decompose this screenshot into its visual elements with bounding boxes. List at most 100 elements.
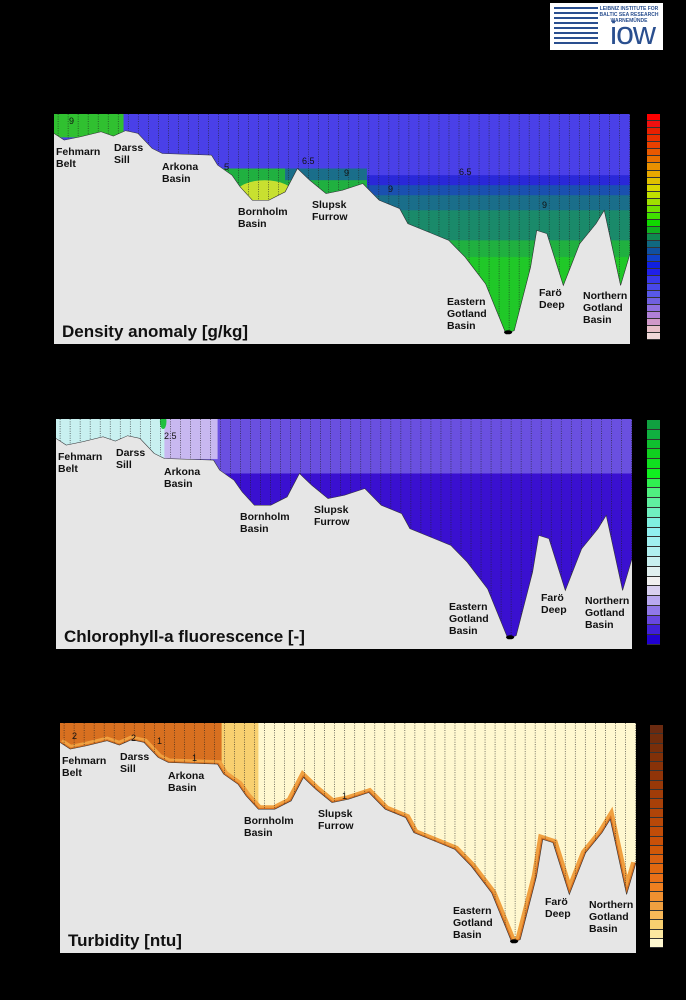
colorbar-swatch [650, 808, 663, 818]
colorbar-swatch [647, 488, 660, 499]
chlorophyll-section-plot: Fehmarn Belt Darss Sill Arkona Basin Bornho… [56, 419, 632, 649]
colorbar-swatch [650, 836, 663, 846]
colorbar-swatch [647, 556, 660, 567]
colorbar-swatch [647, 478, 660, 489]
colorbar-swatch [647, 547, 660, 557]
contour-label: 1 [192, 753, 198, 763]
colorbar-swatch [647, 420, 660, 430]
location-label: Bornholm Basin [240, 511, 290, 535]
colorbar-swatch [647, 332, 660, 340]
turbidity-colorbar [650, 725, 663, 949]
colorbar-swatch [647, 517, 660, 528]
deepest-point-marker [504, 330, 513, 335]
colorbar-swatch [647, 318, 660, 326]
deepest-point-marker [510, 939, 519, 944]
colorbar-swatch [647, 429, 660, 440]
density-colorbar [647, 114, 660, 340]
logo-mark: iow [610, 15, 656, 50]
colorbar-swatch [647, 114, 660, 122]
colorbar-swatch [647, 586, 660, 597]
seafloor-profile [56, 435, 632, 640]
colorbar-swatch [647, 269, 660, 277]
location-label: Bornholm Basin [244, 815, 294, 839]
location-label: Arkona Basin [164, 466, 201, 490]
colorbar-swatch [647, 149, 660, 157]
contour-label: 9 [388, 184, 394, 194]
colorbar-swatch [650, 929, 663, 939]
colorbar-swatch [650, 938, 663, 949]
colorbar-swatch [647, 212, 660, 220]
logo-institute-text: LEIBNIZ INSTITUTE FOR BALTIC SEA RESEARC… [599, 6, 659, 24]
contour-label: 6.5 [459, 167, 472, 177]
location-label: Eastern Gotland Basin [449, 601, 489, 637]
baltic-map-logo-graphic [554, 7, 598, 47]
colorbar-swatch [647, 625, 660, 636]
colorbar-swatch [647, 121, 660, 129]
location-label: Eastern Gotland Basin [447, 296, 487, 332]
colorbar-swatch [647, 262, 660, 270]
colorbar-swatch [650, 780, 663, 791]
colorbar-swatch [647, 508, 660, 518]
panel-title: Turbidity [ntu] [68, 931, 182, 950]
colorbar-swatch [650, 873, 663, 884]
location-label: Slupsk Furrow [312, 199, 348, 223]
colorbar-swatch [647, 205, 660, 213]
location-label: Fehmarn Belt [62, 755, 107, 779]
location-label: Darss Sill [116, 447, 146, 471]
location-label: Darss Sill [114, 142, 144, 166]
colorbar-swatch [650, 910, 663, 921]
colorbar-swatch [650, 752, 663, 763]
contour-label: 9 [69, 116, 75, 126]
colorbar-swatch [647, 576, 660, 587]
location-label: Arkona Basin [162, 161, 199, 185]
colorbar-swatch [650, 771, 663, 781]
location-label: Eastern Gotland Basin [453, 905, 493, 941]
turbidity-section-plot: Fehmarn Belt Darss Sill Arkona Basin Bornho… [60, 723, 636, 953]
colorbar-swatch [650, 743, 663, 753]
colorbar-swatch [650, 864, 663, 874]
iow-logo: LEIBNIZ INSTITUTE FOR BALTIC SEA RESEARC… [550, 3, 663, 50]
colorbar-swatch [647, 468, 660, 479]
colorbar-swatch [650, 799, 663, 809]
colorbar-swatch [647, 596, 660, 606]
colorbar-swatch [647, 605, 660, 616]
colorbar-swatch [647, 449, 660, 460]
colorbar-swatch [647, 191, 660, 199]
location-label: Farö Deep [539, 287, 565, 311]
location-label: Slupsk Furrow [314, 504, 350, 528]
colorbar-swatch [647, 635, 660, 645]
colorbar-swatch [650, 734, 663, 744]
colorbar-swatch [647, 459, 660, 469]
location-label: Bornholm Basin [238, 206, 288, 230]
colorbar-swatch [647, 170, 660, 178]
colorbar-swatch [650, 920, 663, 930]
colorbar-swatch [647, 311, 660, 319]
colorbar-swatch [650, 845, 663, 856]
density-section-plot: Fehmarn Belt Darss Sill Arkona Basin Bornho… [54, 114, 630, 344]
colorbar-swatch [650, 892, 663, 902]
colorbar-swatch [647, 498, 660, 509]
location-label: Farö Deep [545, 896, 571, 920]
seafloor-profile [54, 130, 630, 335]
location-label: Slupsk Furrow [318, 808, 354, 832]
location-label: Darss Sill [120, 751, 150, 775]
location-label: Northern Gotland Basin [585, 595, 630, 631]
contour-label: 1 [157, 736, 163, 746]
colorbar-swatch [647, 163, 660, 171]
colorbar-swatch [647, 297, 660, 305]
colorbar-swatch [647, 142, 660, 150]
colorbar-swatch [647, 184, 660, 192]
colorbar-swatch [647, 135, 660, 143]
colorbar-swatch [647, 227, 660, 235]
colorbar-swatch [650, 762, 663, 772]
contour-label: 9 [542, 200, 548, 210]
deepest-point-marker [506, 635, 515, 640]
colorbar-swatch [650, 855, 663, 865]
colorbar-swatch [647, 566, 660, 577]
contour-label: 2 [131, 733, 137, 743]
colorbar-swatch [647, 304, 660, 312]
colorbar-swatch [650, 827, 663, 837]
panel-title: Density anomaly [g/kg] [62, 322, 249, 341]
colorbar-swatch [650, 901, 663, 911]
contour-label: 2 [72, 731, 78, 741]
